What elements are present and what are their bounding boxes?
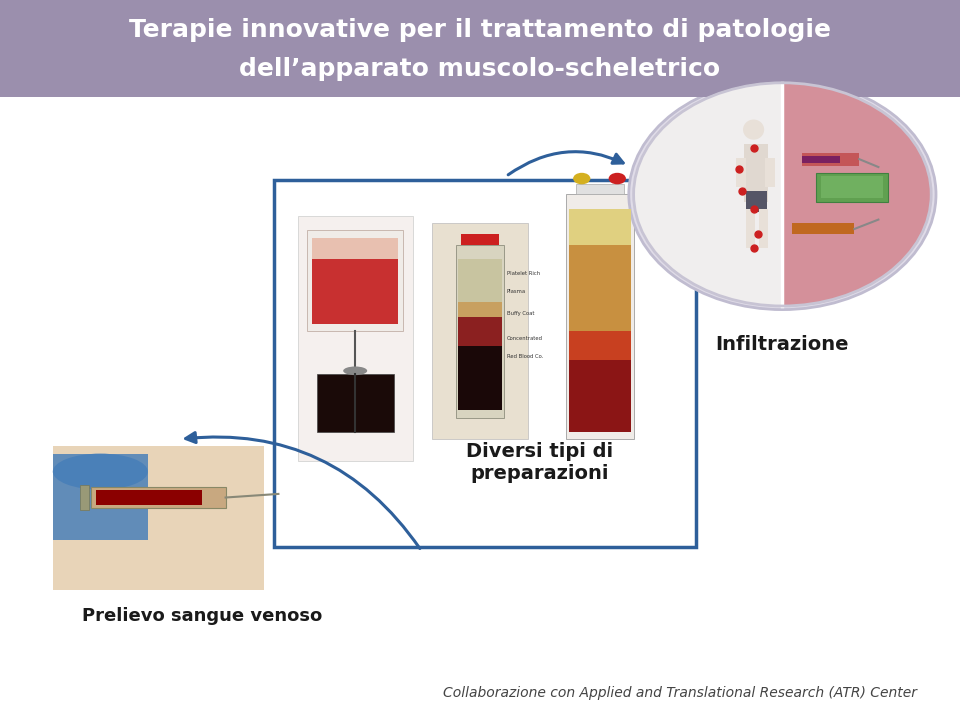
FancyBboxPatch shape (91, 487, 226, 508)
FancyBboxPatch shape (298, 216, 413, 461)
FancyBboxPatch shape (566, 194, 634, 439)
FancyBboxPatch shape (802, 153, 859, 166)
FancyBboxPatch shape (576, 184, 624, 194)
Text: Diversi tipi di
preparazioni: Diversi tipi di preparazioni (467, 442, 613, 483)
FancyBboxPatch shape (80, 485, 89, 510)
FancyBboxPatch shape (736, 158, 746, 187)
FancyBboxPatch shape (458, 302, 502, 317)
FancyBboxPatch shape (746, 191, 767, 212)
Polygon shape (634, 83, 782, 306)
Text: Platelet Rich: Platelet Rich (507, 271, 540, 276)
FancyBboxPatch shape (96, 490, 202, 505)
FancyBboxPatch shape (53, 454, 148, 540)
FancyBboxPatch shape (802, 156, 840, 163)
FancyBboxPatch shape (746, 209, 755, 248)
Ellipse shape (609, 173, 626, 184)
FancyBboxPatch shape (53, 446, 264, 590)
Text: Plasma: Plasma (507, 289, 526, 294)
FancyBboxPatch shape (458, 259, 502, 302)
Ellipse shape (743, 120, 764, 140)
Text: Buffy Coat: Buffy Coat (507, 311, 535, 315)
FancyBboxPatch shape (458, 317, 502, 346)
FancyBboxPatch shape (274, 180, 696, 547)
Ellipse shape (573, 173, 590, 184)
FancyBboxPatch shape (312, 238, 398, 259)
FancyBboxPatch shape (569, 245, 631, 331)
Text: Collaborazione con Applied and Translational Research (ATR) Center: Collaborazione con Applied and Translati… (443, 685, 917, 700)
FancyBboxPatch shape (307, 230, 403, 331)
FancyBboxPatch shape (792, 223, 854, 234)
FancyBboxPatch shape (569, 360, 631, 432)
FancyBboxPatch shape (821, 176, 883, 198)
Circle shape (629, 79, 936, 310)
FancyBboxPatch shape (458, 346, 502, 410)
FancyBboxPatch shape (765, 158, 775, 187)
Text: Prelievo sangue venoso: Prelievo sangue venoso (82, 606, 322, 624)
FancyBboxPatch shape (744, 144, 768, 202)
FancyBboxPatch shape (816, 173, 888, 202)
Ellipse shape (53, 454, 148, 490)
Text: Concentrated: Concentrated (507, 336, 543, 341)
Ellipse shape (344, 366, 368, 375)
Text: dell’apparato muscolo-scheletrico: dell’apparato muscolo-scheletrico (239, 57, 721, 81)
FancyBboxPatch shape (569, 209, 631, 245)
Text: Terapie innovative per il trattamento di patologie: Terapie innovative per il trattamento di… (129, 18, 831, 42)
FancyBboxPatch shape (759, 209, 768, 248)
Text: Red Blood Co.: Red Blood Co. (507, 354, 543, 359)
FancyBboxPatch shape (312, 252, 398, 324)
FancyBboxPatch shape (317, 374, 394, 432)
FancyBboxPatch shape (0, 0, 960, 97)
Polygon shape (782, 83, 931, 306)
FancyBboxPatch shape (432, 223, 528, 439)
Text: Infiltrazione: Infiltrazione (715, 335, 850, 354)
FancyBboxPatch shape (461, 234, 499, 245)
FancyBboxPatch shape (569, 331, 631, 360)
FancyBboxPatch shape (456, 245, 504, 418)
